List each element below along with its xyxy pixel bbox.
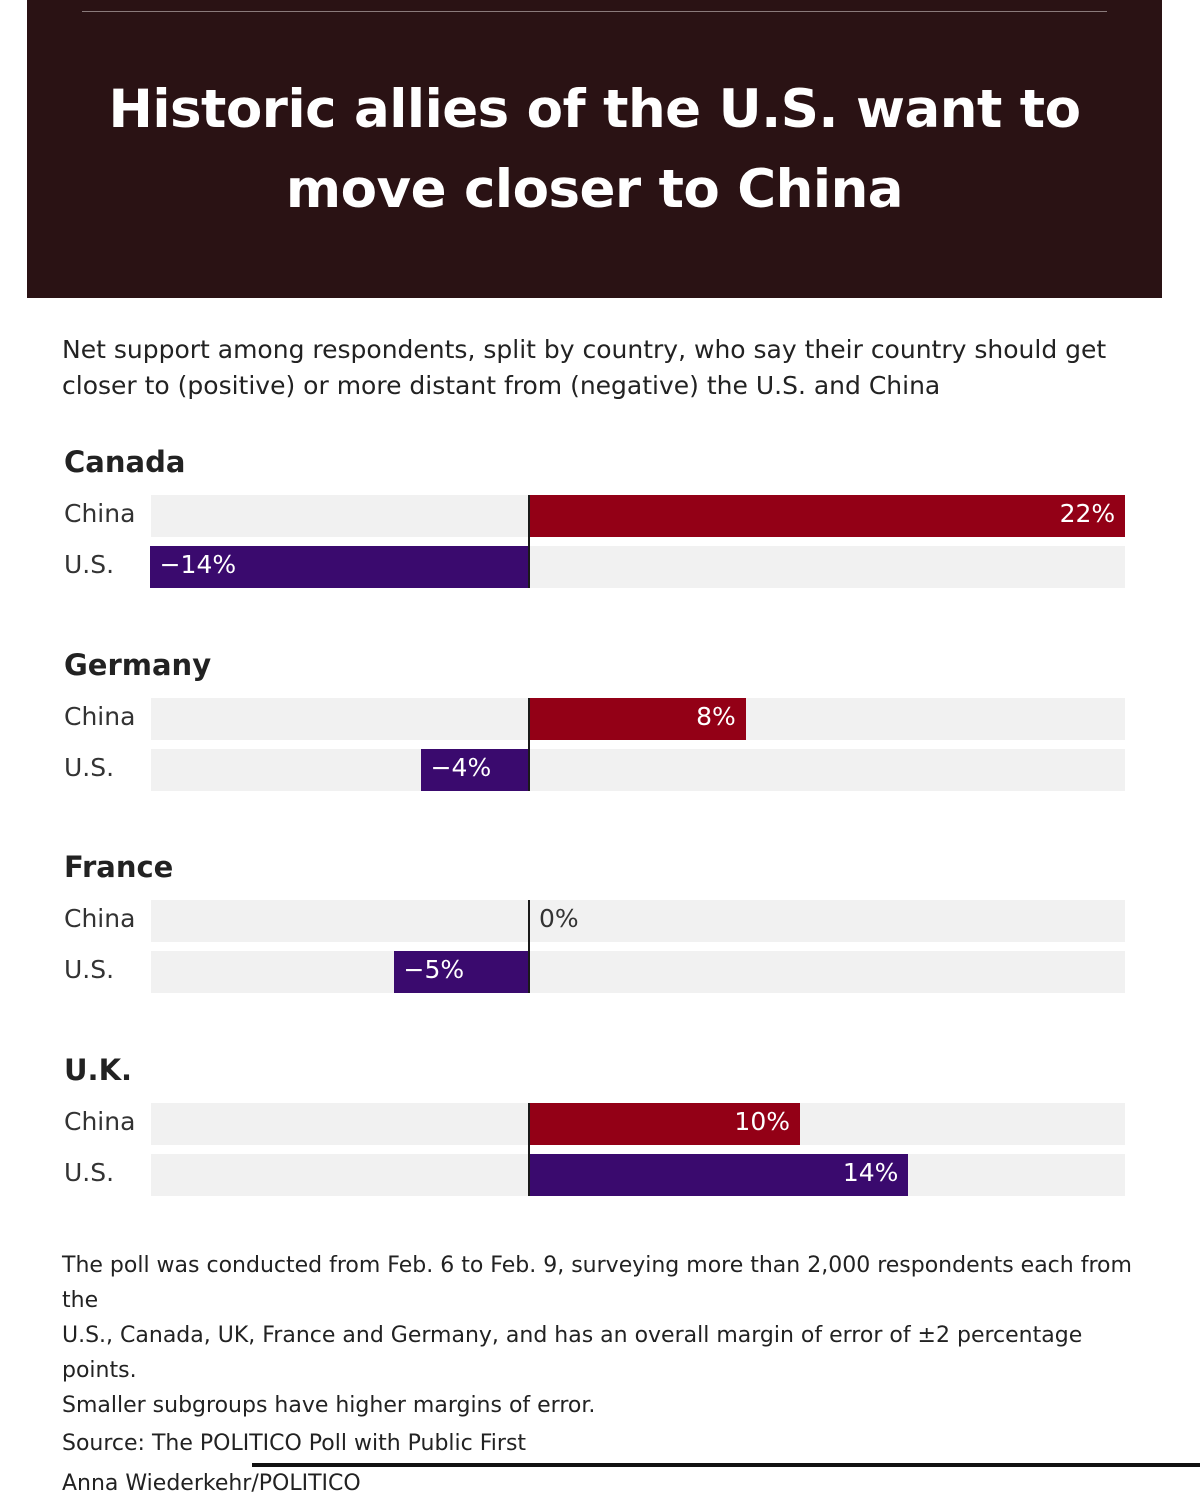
bar-row: U.S. 14% xyxy=(0,1154,1200,1196)
zero-axis-line xyxy=(528,495,530,588)
bar-row: China 22% xyxy=(0,495,1200,537)
country-label: France xyxy=(64,850,174,884)
data-label: −14% xyxy=(159,550,237,579)
bar-row: U.S. −14% xyxy=(0,546,1200,588)
series-label: U.S. xyxy=(64,550,115,579)
series-label: China xyxy=(64,499,136,528)
data-label: −5% xyxy=(403,955,465,984)
data-label: 14% xyxy=(842,1158,899,1187)
data-label: 22% xyxy=(1059,499,1116,528)
country-label: Germany xyxy=(64,648,212,682)
china-bar xyxy=(529,698,746,740)
subtitle-line-1: Net support among respondents, split by … xyxy=(62,335,1107,364)
chart-footer: The poll was conducted from Feb. 6 to Fe… xyxy=(62,1248,1152,1503)
us-bar xyxy=(149,546,529,588)
bar-track xyxy=(151,951,1125,993)
bar-row: China 10% xyxy=(0,1103,1200,1145)
zero-axis-line xyxy=(528,900,530,993)
series-label: China xyxy=(64,904,136,933)
bar-row: China 8% xyxy=(0,698,1200,740)
country-group: Canada China 22% U.S. −14% xyxy=(0,445,1200,605)
footnote-line-1: The poll was conducted from Feb. 6 to Fe… xyxy=(62,1253,1132,1313)
zero-axis-line xyxy=(528,698,530,791)
country-group: France China 0% U.S. −5% xyxy=(0,850,1200,1010)
bar-row: U.S. −5% xyxy=(0,951,1200,993)
data-label: 10% xyxy=(734,1107,790,1136)
footnote-line-3: Smaller subgroups have higher margins of… xyxy=(62,1393,596,1418)
series-label: U.S. xyxy=(64,955,115,984)
country-label: Canada xyxy=(64,445,186,479)
china-bar xyxy=(529,1103,800,1145)
bar-row: China 0% xyxy=(0,900,1200,942)
country-label: U.K. xyxy=(64,1053,133,1087)
us-bar xyxy=(420,749,529,791)
series-label: U.S. xyxy=(64,1158,115,1187)
bar-track xyxy=(151,749,1125,791)
source-note: Source: The POLITICO Poll with Public Fi… xyxy=(62,1431,527,1456)
chart-title: Historic allies of the U.S. want to move… xyxy=(27,70,1162,230)
us-bar xyxy=(393,951,529,993)
chart-header: Historic allies of the U.S. want to move… xyxy=(27,0,1162,298)
subtitle-line-2: closer to (positive) or more distant fro… xyxy=(62,371,941,400)
country-group: U.K. China 10% U.S. 14% xyxy=(0,1053,1200,1213)
bottom-rule xyxy=(252,1463,1200,1467)
series-label: China xyxy=(64,702,136,731)
credit-note: Anna Wiederkehr/POLITICO xyxy=(62,1471,361,1496)
data-label: 0% xyxy=(539,904,579,933)
title-line-2: move closer to China xyxy=(285,159,904,220)
bar-track xyxy=(151,900,1125,942)
data-label: 8% xyxy=(696,702,736,731)
series-label: China xyxy=(64,1107,136,1136)
footnote-line-2: U.S., Canada, UK, France and Germany, an… xyxy=(62,1323,1083,1383)
zero-axis-line xyxy=(528,1103,530,1196)
title-line-1: Historic allies of the U.S. want to xyxy=(108,79,1081,140)
series-label: U.S. xyxy=(64,753,115,782)
us-bar xyxy=(529,1154,909,1196)
china-bar xyxy=(529,495,1126,537)
data-label: −4% xyxy=(430,753,492,782)
header-rule xyxy=(82,11,1107,12)
chart-subtitle: Net support among respondents, split by … xyxy=(62,332,1142,404)
bar-row: U.S. −4% xyxy=(0,749,1200,791)
country-group: Germany China 8% U.S. −4% xyxy=(0,648,1200,808)
